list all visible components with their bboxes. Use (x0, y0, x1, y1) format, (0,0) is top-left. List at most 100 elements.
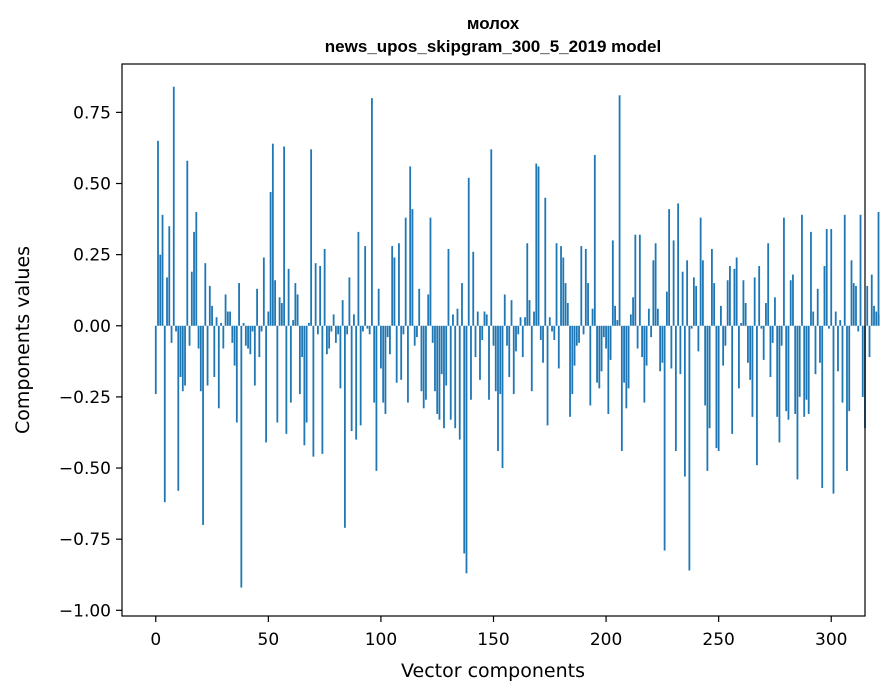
bar-component-214 (636, 325, 639, 349)
bar-component-266 (753, 277, 756, 326)
bar-component-188 (578, 325, 580, 343)
bar-component-14 (186, 160, 189, 326)
bar-component-311 (855, 285, 857, 326)
bar-component-262 (744, 303, 747, 326)
bar-component-75 (323, 248, 326, 326)
bar-component-51 (269, 192, 272, 326)
bar-component-9 (175, 325, 177, 332)
bar-component-44 (253, 325, 256, 386)
bar-component-114 (411, 209, 414, 326)
bar-component-212 (632, 297, 634, 326)
bar-component-207 (620, 325, 623, 451)
bar-component-60 (289, 325, 292, 403)
bar-component-117 (418, 288, 421, 326)
bar-component-318 (870, 274, 873, 326)
bar-component-161 (517, 325, 520, 335)
bar-component-113 (409, 166, 412, 326)
bar-component-127 (440, 325, 443, 375)
bar-component-223 (656, 308, 659, 326)
bar-component-82 (339, 325, 342, 389)
bar-component-194 (591, 308, 594, 326)
bar-component-154 (501, 325, 504, 469)
x-tick-label: 50 (258, 630, 280, 650)
bar-component-153 (499, 325, 502, 395)
bar-component-219 (647, 308, 650, 326)
bar-component-55 (278, 297, 281, 326)
bar-component-317 (868, 325, 871, 358)
bar-component-297 (823, 266, 826, 326)
bar-component-28 (217, 325, 220, 409)
bar-component-165 (526, 243, 529, 326)
bar-component-142 (474, 325, 477, 358)
bar-component-85 (346, 325, 349, 335)
bar-component-167 (530, 325, 533, 392)
bar-component-216 (641, 325, 643, 358)
bar-component-27 (215, 317, 218, 326)
bar-component-118 (420, 325, 423, 392)
bar-component-163 (521, 325, 524, 358)
bar-component-232 (677, 203, 680, 326)
bar-component-190 (582, 325, 585, 335)
bar-component-217 (643, 325, 646, 403)
bar-component-146 (483, 311, 486, 326)
bar-component-201 (607, 325, 610, 414)
bar-component-208 (623, 325, 625, 383)
bar-component-271 (765, 303, 767, 326)
bar-component-18 (195, 211, 198, 326)
bar-component-301 (832, 325, 835, 494)
bar-component-98 (375, 325, 378, 471)
bar-component-233 (679, 325, 682, 375)
bar-component-64 (298, 325, 301, 395)
bar-component-269 (760, 325, 763, 329)
bar-component-156 (506, 325, 508, 346)
bar-component-289 (805, 325, 808, 400)
bar-component-112 (407, 325, 409, 403)
bar-component-285 (796, 325, 799, 480)
bar-component-32 (226, 311, 229, 326)
bar-component-199 (602, 325, 605, 338)
x-tick-label: 0 (150, 630, 161, 650)
bar-component-12 (181, 325, 184, 392)
bar-component-110 (402, 325, 405, 335)
bar-component-185 (571, 325, 574, 395)
bar-component-224 (659, 325, 662, 372)
bar-component-155 (503, 294, 506, 326)
bar-component-125 (436, 325, 439, 414)
bar-component-130 (447, 248, 450, 326)
bar-component-87 (350, 325, 353, 432)
bar-component-226 (663, 325, 666, 551)
bar-component-305 (841, 325, 844, 403)
bar-component-13 (184, 325, 186, 386)
bar-component-241 (697, 325, 700, 352)
bar-component-62 (294, 283, 297, 326)
y-tick-label: 0.50 (73, 175, 111, 195)
bar-component-109 (400, 325, 403, 380)
bar-component-52 (271, 143, 274, 326)
bar-component-278 (780, 325, 783, 346)
bar-component-135 (458, 325, 461, 440)
bar-component-73 (319, 266, 322, 326)
bar-component-93 (364, 246, 367, 326)
bar-component-191 (584, 248, 587, 326)
bar-component-103 (386, 325, 389, 338)
bar-component-175 (548, 317, 551, 326)
y-tick-label: 0.00 (73, 317, 111, 337)
bar-component-137 (463, 325, 466, 554)
bar-component-168 (533, 311, 535, 326)
bar-component-23 (206, 325, 209, 386)
bar-component-251 (720, 305, 722, 326)
bar-component-89 (355, 325, 358, 440)
bar-component-206 (618, 95, 621, 326)
bar-component-319 (873, 305, 875, 326)
bar-component-174 (546, 325, 549, 426)
bar-component-248 (713, 283, 716, 326)
bar-component-252 (722, 325, 725, 366)
bar-component-298 (825, 229, 828, 326)
bar-component-257 (733, 268, 736, 326)
bar-component-240 (695, 285, 698, 326)
bar-component-246 (708, 325, 711, 429)
bar-component-307 (846, 325, 848, 471)
bar-component-136 (461, 283, 463, 326)
bar-component-145 (481, 325, 484, 340)
bar-component-131 (449, 325, 452, 420)
